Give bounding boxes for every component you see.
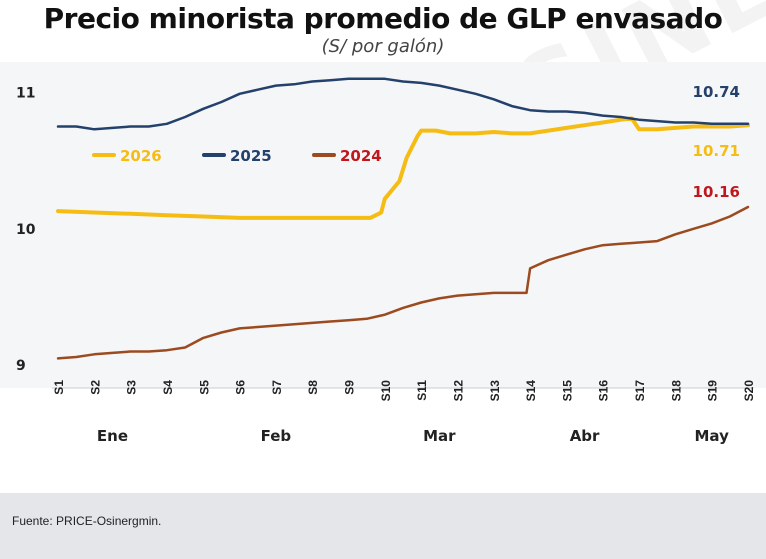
chart-subtitle: (S/ por galón) <box>321 36 445 57</box>
month-label: Abr <box>570 427 600 445</box>
source-note: Fuente: PRICE-Osinergmin. <box>12 514 162 528</box>
x-tick-label: S16 <box>597 380 611 402</box>
end-label-2025: 10.74 <box>693 83 740 101</box>
y-tick-label: 11 <box>16 85 35 101</box>
x-tick-label: S10 <box>379 380 393 402</box>
end-label-2024: 10.16 <box>693 183 740 201</box>
x-tick-label: S2 <box>88 380 102 395</box>
x-tick-label: S18 <box>669 380 683 402</box>
month-label: May <box>694 427 729 445</box>
x-tick-label: S11 <box>415 380 429 401</box>
x-tick-label: S12 <box>451 380 465 402</box>
x-tick-label: S6 <box>234 380 248 395</box>
month-label: Mar <box>423 427 456 445</box>
legend-label-2024: 2024 <box>340 147 382 165</box>
x-tick-label: S15 <box>560 380 574 402</box>
x-tick-label: S19 <box>706 380 720 402</box>
x-tick-label: S13 <box>488 380 502 402</box>
series-line-2026 <box>56 116 750 220</box>
x-tick-label: S20 <box>742 380 756 402</box>
chart-title: Precio minorista promedio de GLP envasad… <box>43 2 723 35</box>
x-tick-label: S4 <box>161 380 175 395</box>
legend-label-2026: 2026 <box>120 147 162 165</box>
y-tick-label: 9 <box>16 358 26 374</box>
footer-band <box>0 493 766 559</box>
series-line-2024 <box>56 205 750 360</box>
x-tick-label: S14 <box>524 380 538 402</box>
plot-area <box>0 62 766 388</box>
x-tick-label: S5 <box>197 380 211 395</box>
x-tick-label: S1 <box>52 380 66 395</box>
x-tick-label: S7 <box>270 380 284 395</box>
end-label-2026: 10.71 <box>693 142 740 160</box>
series-line-2025 <box>56 77 750 131</box>
x-tick-label: S9 <box>343 380 357 395</box>
legend-label-2025: 2025 <box>230 147 272 165</box>
x-tick-label: S17 <box>633 380 647 402</box>
month-label: Feb <box>261 427 292 445</box>
y-tick-label: 10 <box>16 222 36 238</box>
x-tick-label: S3 <box>125 380 139 395</box>
month-label: Ene <box>97 427 128 445</box>
x-tick-label: S8 <box>306 380 320 395</box>
